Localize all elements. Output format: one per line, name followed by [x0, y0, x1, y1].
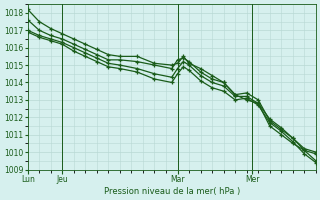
- X-axis label: Pression niveau de la mer( hPa ): Pression niveau de la mer( hPa ): [104, 187, 240, 196]
